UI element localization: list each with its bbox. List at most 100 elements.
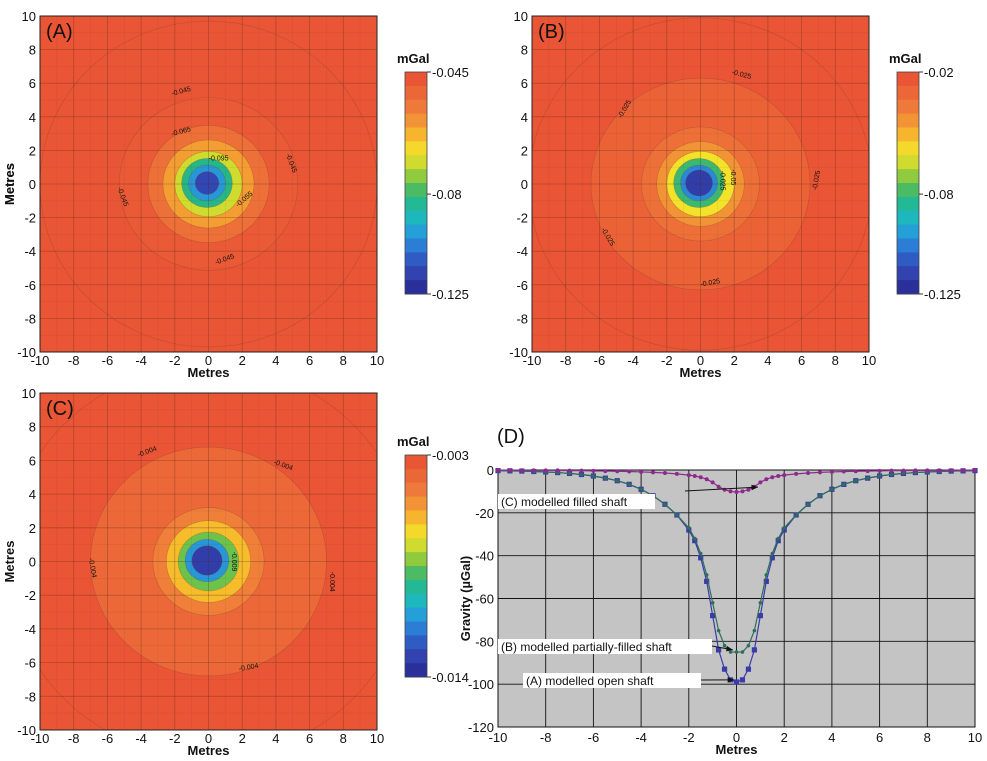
colorbar-step <box>405 141 427 156</box>
contour-label: -0.004 <box>238 663 259 673</box>
colorbar-step <box>405 266 427 281</box>
contour-label: -0.025 <box>700 278 721 288</box>
y-tick-label: 0 <box>29 555 36 570</box>
series-point <box>973 468 977 473</box>
series-point <box>639 487 643 492</box>
series-point <box>901 471 906 476</box>
series-point <box>770 551 775 556</box>
panel-b: -0.025-0.025-0.025-0.025-0.025-0.025 -0.0… <box>2 9 961 380</box>
colorbar-step <box>405 169 427 184</box>
colorbar-step <box>405 552 427 567</box>
y-tick-label: 10 <box>514 9 528 24</box>
x-tick-label: 8 <box>924 730 931 745</box>
series-point <box>782 526 786 530</box>
colorbar-step <box>897 113 919 128</box>
x-tick-label: -10 <box>489 730 508 745</box>
colorbar-step <box>405 510 427 525</box>
series-point <box>782 473 787 478</box>
x-tick-label: 6 <box>306 731 313 746</box>
y-axis-label: Metres <box>2 541 17 583</box>
y-tick-label: -6 <box>24 656 36 671</box>
colorbar-step <box>405 621 427 636</box>
series-point <box>698 555 704 561</box>
series-point <box>651 470 656 475</box>
series-point <box>865 476 870 480</box>
y-tick-label: 6 <box>29 453 36 468</box>
series-point <box>775 538 781 544</box>
colorbar-step <box>405 85 427 101</box>
colorbar-step <box>897 252 919 267</box>
series-point <box>722 643 727 648</box>
series-point <box>662 470 667 475</box>
x-tick-label: -10 <box>523 353 542 368</box>
x-tick-label: -8 <box>68 353 80 368</box>
colorbar: mGal-0.003 -0.014 <box>397 434 469 685</box>
series-point <box>716 647 722 653</box>
colorbar-step <box>405 663 427 678</box>
y-tick-label: 8 <box>29 420 36 435</box>
x-tick-label: -8 <box>68 731 80 746</box>
series-point <box>746 487 751 492</box>
panel-label: (C) <box>46 398 74 420</box>
x-tick-label: 0 <box>205 731 212 746</box>
colorbar-step <box>405 113 427 128</box>
series-point <box>591 468 596 473</box>
arrow-head <box>727 677 735 683</box>
contour-label: -0.095 <box>209 155 229 162</box>
series-point <box>806 470 811 475</box>
series-point <box>704 573 709 577</box>
series-point <box>603 469 608 474</box>
colorbar-frame <box>404 454 428 678</box>
series-point <box>806 502 810 507</box>
annotation-box <box>498 494 655 509</box>
series-point <box>496 468 500 473</box>
colorbar-step <box>405 538 427 553</box>
y-axis-label: Gravity (µGal) <box>458 556 473 642</box>
colorbar-frame <box>896 71 920 295</box>
x-tick-label: -4 <box>627 353 639 368</box>
colorbar-label: -0.08 <box>432 187 462 202</box>
series-point <box>830 487 834 492</box>
y-tick-label: -10 <box>509 345 528 360</box>
y-tick-label: -10 <box>17 345 36 360</box>
series-point <box>704 578 710 584</box>
contour-label: -0.004 <box>87 558 97 579</box>
colorbar-step <box>897 127 919 142</box>
x-tick-label: 0 <box>205 353 212 368</box>
series-point <box>615 478 620 483</box>
series-point <box>770 475 775 480</box>
colorbar-step <box>897 155 919 170</box>
panel-c: -0.004-0.004-0.004-0.004-0.004-0.009-10-… <box>2 386 469 758</box>
x-tick-label: -10 <box>31 353 50 368</box>
panel-label: (A) <box>46 21 73 43</box>
colorbar-step <box>897 99 919 115</box>
series-point <box>913 468 918 473</box>
colorbar-step <box>405 455 427 470</box>
series-point <box>716 484 721 489</box>
x-axis-label: Metres <box>680 365 722 380</box>
series-point <box>781 527 787 533</box>
x-tick-label: 0 <box>733 730 740 745</box>
x-tick-label: 2 <box>731 353 738 368</box>
x-tick-label: -4 <box>135 731 147 746</box>
arrow-head <box>751 484 758 491</box>
x-tick-label: 6 <box>876 730 883 745</box>
colorbar-step <box>897 210 919 226</box>
x-tick-label: 6 <box>798 353 805 368</box>
colorbar-step <box>405 635 427 650</box>
annotation-arrow <box>684 486 758 492</box>
contour-label: -0.025 <box>812 170 822 191</box>
series-point <box>692 536 697 541</box>
series-point <box>889 472 894 477</box>
plot-frame <box>39 15 378 353</box>
colorbar-unit: mGal <box>889 51 922 66</box>
contour-field <box>40 16 377 352</box>
colorbar-step <box>897 72 919 87</box>
x-axis-label: Metres <box>188 743 230 758</box>
series-point <box>818 493 822 498</box>
series-point <box>734 650 739 654</box>
series-point <box>686 473 691 478</box>
x-tick-label: 10 <box>968 730 982 745</box>
series-point <box>925 468 930 473</box>
colorbar-step <box>897 266 919 281</box>
